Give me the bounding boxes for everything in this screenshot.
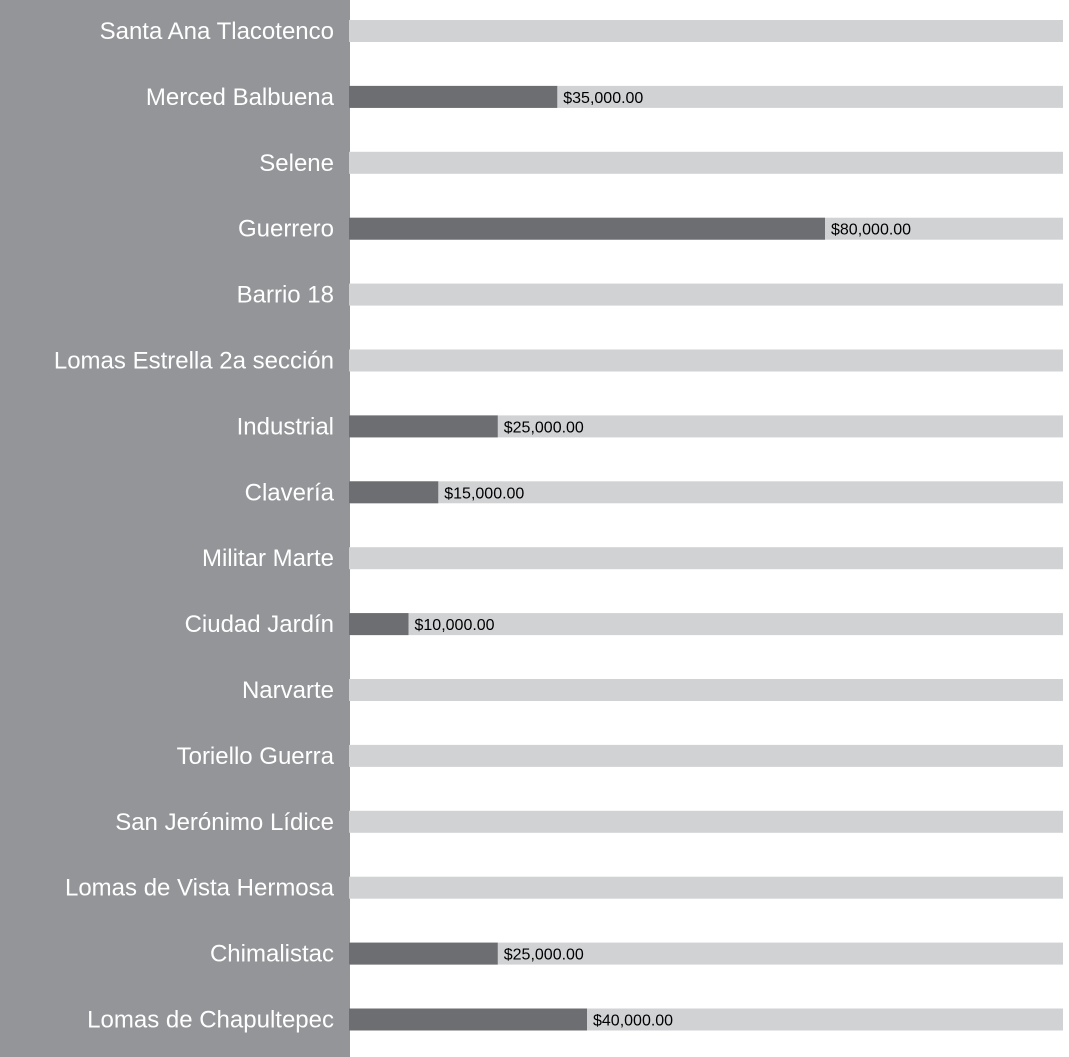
category-label: Barrio 18: [237, 282, 334, 309]
category-label: Narvarte: [242, 677, 334, 704]
chart-row: Clavería $15,000.00: [245, 479, 1063, 506]
value-label: $35,000.00: [563, 90, 643, 107]
chart-row: Lomas Estrella 2a sección: [54, 348, 1063, 375]
chart-row: Selene: [259, 150, 1063, 177]
category-label: Santa Ana Tlacotenco: [100, 18, 334, 45]
category-label: Ciudad Jardín: [185, 611, 334, 638]
category-label: San Jerónimo Lídice: [115, 809, 334, 836]
chart-row: Industrial $25,000.00: [237, 413, 1063, 440]
category-label: Chimalistac: [210, 941, 334, 968]
bar-track: [349, 152, 1063, 174]
bar-track: [349, 745, 1063, 767]
value-label: $25,000.00: [504, 947, 584, 964]
bar-track: [349, 679, 1063, 701]
value-label: $25,000.00: [504, 419, 584, 436]
bar: [349, 415, 498, 437]
bar-track: [349, 877, 1063, 899]
chart-row: Militar Marte: [202, 545, 1063, 572]
bar: [349, 481, 438, 503]
chart-row: San Jerónimo Lídice: [115, 809, 1063, 836]
chart-row: Narvarte: [242, 677, 1063, 704]
bar: [349, 1009, 587, 1031]
bar: [349, 943, 498, 965]
chart-row: Lomas de Chapultepec $40,000.00: [87, 1007, 1063, 1034]
category-label: Toriello Guerra: [177, 743, 335, 770]
bar: [349, 86, 557, 108]
chart-row: Lomas de Vista Hermosa: [65, 875, 1063, 902]
chart-row: Ciudad Jardín $10,000.00: [185, 611, 1063, 638]
bar-track: [349, 350, 1063, 372]
bar: [349, 613, 409, 635]
category-label: Industrial: [237, 413, 334, 440]
category-label: Clavería: [245, 479, 335, 506]
chart-row: Barrio 18: [237, 282, 1063, 309]
category-label: Merced Balbuena: [146, 84, 335, 111]
value-label: $80,000.00: [831, 222, 911, 239]
chart-row: Toriello Guerra: [177, 743, 1063, 770]
bar-track: [349, 20, 1063, 42]
chart-row: Santa Ana Tlacotenco: [100, 18, 1063, 45]
category-label: Guerrero: [238, 216, 334, 243]
value-label: $10,000.00: [415, 617, 495, 634]
bar-track: [349, 547, 1063, 569]
category-label: Lomas Estrella 2a sección: [54, 348, 334, 375]
value-label: $40,000.00: [593, 1013, 673, 1030]
bar-track: [349, 811, 1063, 833]
category-label: Lomas de Chapultepec: [87, 1007, 334, 1034]
category-label: Militar Marte: [202, 545, 334, 572]
value-label: $15,000.00: [444, 485, 524, 502]
chart-row: Guerrero $80,000.00: [238, 216, 1063, 243]
bar-track: [349, 284, 1063, 306]
category-label: Lomas de Vista Hermosa: [65, 875, 335, 902]
category-label: Selene: [259, 150, 334, 177]
bar: [349, 218, 825, 240]
chart-row: Merced Balbuena $35,000.00: [146, 84, 1063, 111]
